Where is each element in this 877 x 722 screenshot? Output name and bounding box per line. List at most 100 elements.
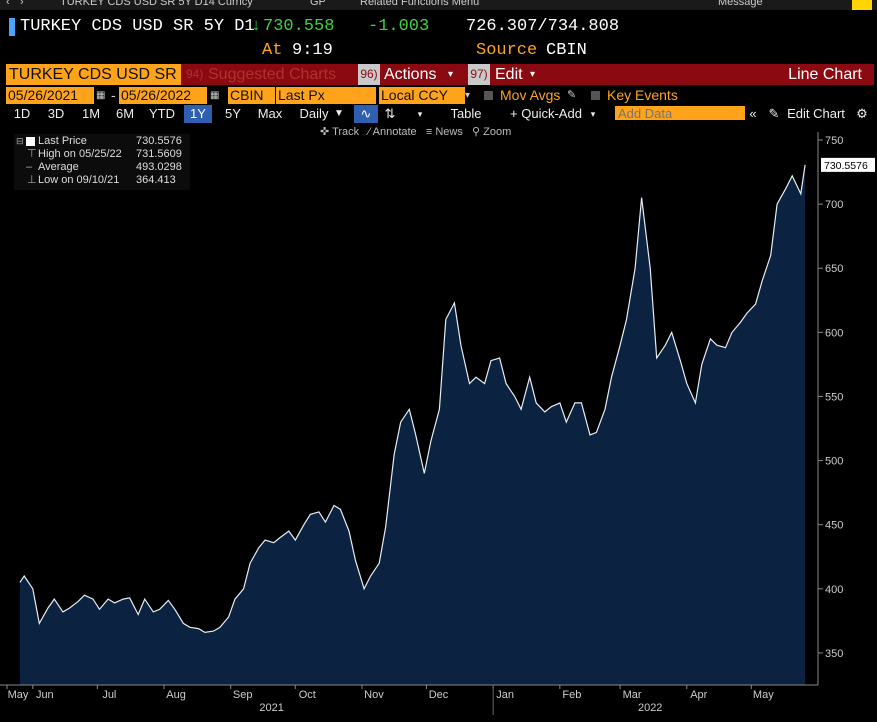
frequency-dropdown-icon[interactable]: ▼ (334, 108, 344, 119)
period-6m[interactable]: 6M (115, 106, 135, 121)
net-change: -1.003 (368, 17, 430, 36)
chart-toolbar: 1D 3D 1M 6M YTD 1Y 5Y Max Daily ▼ ∿ ⇅ ▾ … (6, 105, 874, 123)
last-value-box (821, 157, 875, 172)
x-tick-label-10: Mar (623, 689, 642, 701)
price-field[interactable]: Last Px (276, 87, 376, 104)
x-tick-label-6: Nov (364, 689, 384, 701)
last-price: 730.558 (263, 17, 335, 36)
ticker-menu[interactable]: TURKEY CDS USD SR 5Y D14 Curncy (60, 0, 253, 8)
quick-add-dropdown-icon[interactable]: ▾ (590, 109, 596, 119)
y-tick-label-450: 450 (825, 520, 843, 532)
bid-ask-range: 726.307/734.808 (466, 17, 620, 36)
y-tick-label-750: 750 (825, 135, 843, 147)
currency-field[interactable]: Local CCY (379, 87, 465, 104)
end-calendar-icon[interactable]: ▦ (210, 90, 220, 101)
mov-avgs-checkbox[interactable] (484, 91, 493, 100)
x-tick-label-12: May (753, 689, 774, 701)
actions-menu[interactable]: Actions (384, 66, 437, 83)
pricing-source-field[interactable]: CBIN (228, 87, 275, 104)
edit-number[interactable]: 97) (468, 64, 490, 85)
key-events-checkbox[interactable] (591, 91, 600, 100)
chart-style-dropdown-icon[interactable]: ▾ (417, 109, 423, 119)
ticker-title: TURKEY CDS USD SR 5Y D1 (20, 17, 255, 36)
y-tick-label-400: 400 (825, 584, 843, 596)
x-tick-label-11: Apr (690, 689, 707, 701)
high-marker-icon: ⊤ (27, 148, 37, 160)
legend-low-value: 364.413 (136, 174, 176, 186)
last-value-label: 730.5576 (824, 160, 868, 172)
y-tick-label-550: 550 (825, 391, 843, 403)
currency-dropdown-icon[interactable]: ▾ (465, 90, 471, 101)
key-events-label[interactable]: Key Events (607, 87, 678, 103)
x-tick-label-7: Dec (429, 689, 449, 701)
source-label: Source (476, 41, 538, 60)
gp-menu[interactable]: GP (310, 0, 326, 8)
annotate-button[interactable]: Annotate (372, 126, 417, 138)
legend-average-label: Average (38, 161, 79, 173)
news-button[interactable]: News (435, 126, 463, 138)
suggested-charts-number[interactable]: 94) (186, 67, 204, 81)
x-tick-label-8: Jan (496, 689, 514, 701)
settings-gear-icon[interactable]: ⚙ (856, 106, 868, 121)
edit-chart-button[interactable]: Edit Chart (787, 106, 845, 121)
news-icon[interactable]: ≡ (425, 126, 433, 138)
edit-menu[interactable]: Edit (495, 66, 523, 83)
forward-icon[interactable]: › (20, 0, 24, 8)
frequency-dropdown[interactable]: Daily (299, 106, 329, 121)
function-tab-row: TURKEY CDS USD SR 94) Suggested Charts 9… (6, 64, 874, 85)
start-calendar-icon[interactable]: ▦ (96, 90, 106, 101)
series-line (19, 164, 806, 634)
track-button[interactable]: Track (332, 126, 360, 138)
legend-high-label: High on 05/25/22 (38, 148, 122, 160)
y-tick-label-500: 500 (825, 456, 843, 468)
top-menu-bar: ‹ › TURKEY CDS USD SR 5Y D14 Curncy GP R… (0, 0, 877, 10)
at-label: At (262, 41, 283, 60)
related-functions-menu[interactable]: Related Functions Menu (360, 0, 480, 8)
period-1d[interactable]: 1D (13, 106, 31, 121)
bar-chart-icon[interactable]: ⇅ (384, 106, 396, 121)
zoom-button[interactable]: Zoom (483, 126, 512, 138)
suggested-charts-menu[interactable]: Suggested Charts (208, 66, 337, 83)
series-area (19, 164, 806, 685)
y-tick-label-700: 700 (825, 199, 843, 211)
actions-number[interactable]: 96) (358, 64, 380, 85)
legend-average-value: 493.0298 (136, 161, 182, 173)
message-button[interactable]: Message (718, 0, 763, 8)
chart-type-title: Line Chart (788, 66, 862, 83)
period-max[interactable]: Max (257, 106, 283, 121)
x-tick-label-3: Aug (166, 689, 186, 701)
table-button[interactable]: Table (450, 106, 482, 121)
pencil-icon[interactable]: ✎ (567, 89, 577, 101)
help-icon[interactable] (852, 0, 872, 10)
start-date-field[interactable]: 05/26/2021 (6, 87, 94, 104)
edit-dropdown-icon[interactable]: ▾ (530, 69, 536, 80)
x-tick-label-0: May (8, 689, 29, 701)
period-ytd[interactable]: YTD (149, 106, 175, 121)
actions-dropdown-icon[interactable]: ▾ (448, 69, 454, 80)
mov-avgs-label[interactable]: Mov Avgs (500, 87, 561, 103)
zoom-icon[interactable]: ⚲ (472, 126, 481, 138)
period-3d[interactable]: 3D (47, 106, 65, 121)
quick-add-button[interactable]: + Quick-Add (510, 106, 582, 121)
annotate-icon[interactable]: ∕ (368, 126, 371, 138)
end-date-field[interactable]: 05/26/2022 (119, 87, 207, 104)
source-value: CBIN (546, 41, 587, 60)
period-1m[interactable]: 1M (81, 106, 101, 121)
line-chart-icon[interactable]: ∿ (354, 105, 378, 123)
security-header: TURKEY CDS USD SR 5Y D1 ↓ 730.558 -1.003… (0, 12, 877, 62)
period-5y[interactable]: 5Y (225, 106, 241, 121)
year-label-2021: 2021 (259, 702, 283, 714)
chart-subtools: ✜ Track ∕ Annotate ≡ News ⚲ Zoom (320, 125, 511, 138)
security-field[interactable]: TURKEY CDS USD SR (6, 64, 181, 85)
legend-collapse-icon[interactable]: ⊟ (16, 136, 24, 146)
add-data-input[interactable] (615, 106, 745, 120)
track-icon[interactable]: ✜ (320, 126, 330, 138)
x-tick-label-9: Feb (562, 689, 581, 701)
chart-settings-row: 05/26/2021 ▦ - 05/26/2022 ▦ CBIN Last Px… (6, 87, 874, 105)
back-icon[interactable]: ‹ (6, 0, 10, 8)
period-1y[interactable]: 1Y (184, 105, 212, 123)
collapse-icon[interactable]: « (749, 106, 757, 121)
edit-chart-pencil-icon[interactable]: ✎ (768, 106, 780, 121)
down-arrow-icon: ↓ (251, 17, 262, 36)
